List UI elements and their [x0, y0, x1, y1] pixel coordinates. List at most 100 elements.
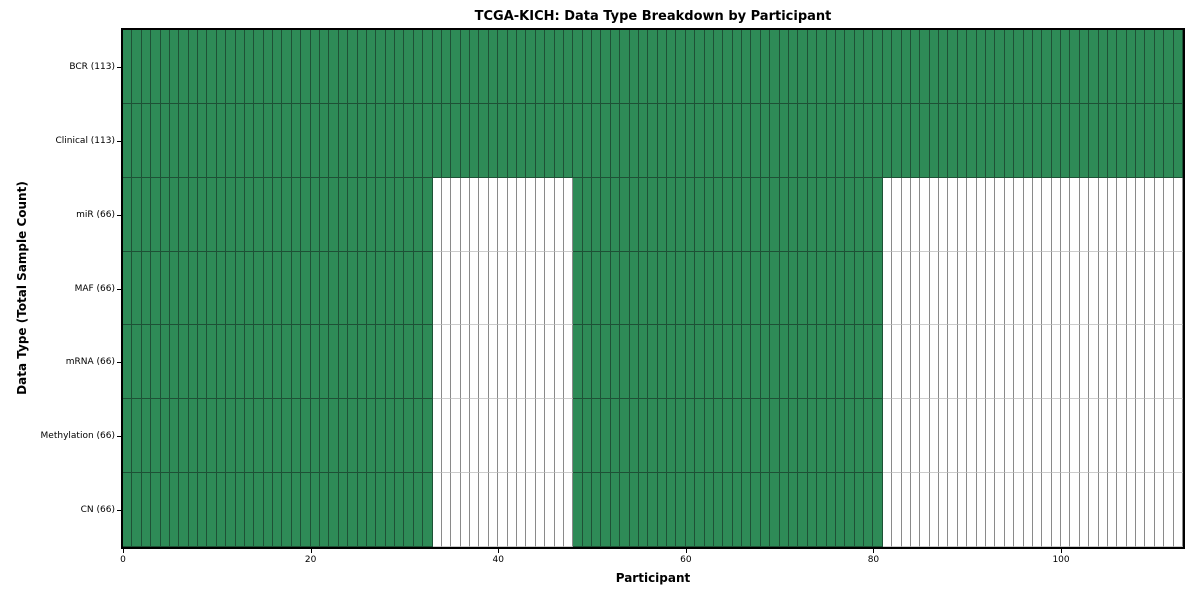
cell-present	[226, 30, 236, 104]
cell-present	[789, 30, 799, 104]
cell-present	[188, 177, 199, 252]
cell-present	[657, 325, 668, 400]
cell-present	[807, 30, 818, 104]
cell-absent	[432, 399, 442, 474]
cell-absent	[1107, 177, 1118, 252]
cell-present	[282, 103, 292, 178]
heatmap-row	[123, 325, 1183, 400]
cell-present	[254, 103, 264, 178]
cell-present	[845, 177, 855, 252]
cell-absent	[939, 399, 949, 474]
cell-absent	[470, 399, 480, 474]
cell-present	[789, 325, 799, 400]
cell-present	[366, 325, 377, 400]
cell-present	[995, 103, 1005, 178]
cell-absent	[1004, 473, 1015, 547]
heatmap-row	[123, 399, 1183, 474]
cell-present	[864, 103, 874, 178]
cell-absent	[1079, 325, 1090, 400]
cell-present	[760, 473, 771, 547]
cell-present	[873, 251, 883, 326]
cell-absent	[1070, 399, 1080, 474]
cell-present	[826, 103, 836, 178]
cell-present	[507, 103, 517, 178]
cell-present	[413, 30, 424, 104]
cell-present	[685, 251, 696, 326]
cell-present	[1126, 103, 1137, 178]
cell-present	[779, 473, 790, 547]
cell-present	[563, 30, 574, 104]
cell-present	[366, 473, 377, 547]
cell-present	[357, 103, 367, 178]
cell-present	[160, 399, 170, 474]
x-tick-label: 20	[304, 555, 317, 565]
cell-present	[1117, 30, 1127, 104]
cell-absent	[901, 177, 911, 252]
cell-absent	[1042, 177, 1052, 252]
cell-present	[338, 103, 349, 178]
cell-present	[695, 399, 705, 474]
cell-present	[348, 473, 358, 547]
cell-absent	[929, 325, 940, 400]
cell-absent	[995, 325, 1005, 400]
cell-present	[329, 103, 339, 178]
cell-present	[179, 251, 189, 326]
cell-absent	[526, 251, 536, 326]
cell-absent	[1032, 399, 1043, 474]
cell-absent	[554, 177, 564, 252]
cell-present	[235, 30, 245, 104]
cell-present	[1117, 103, 1127, 178]
cell-present	[638, 399, 649, 474]
cell-present	[151, 30, 161, 104]
cell-present	[976, 30, 986, 104]
cell-present	[713, 103, 724, 178]
cell-absent	[535, 473, 546, 547]
y-tick-mark	[117, 66, 121, 68]
cell-present	[751, 103, 761, 178]
cell-present	[310, 399, 320, 474]
cell-present	[826, 30, 836, 104]
cell-present	[845, 473, 855, 547]
cell-absent	[451, 177, 461, 252]
cell-absent	[451, 325, 461, 400]
cell-absent	[1145, 177, 1155, 252]
cell-absent	[479, 177, 489, 252]
cell-absent	[939, 325, 949, 400]
cell-absent	[1079, 177, 1090, 252]
cell-present	[770, 103, 780, 178]
cell-present	[169, 473, 180, 547]
cell-present	[835, 251, 846, 326]
cell-absent	[1014, 325, 1024, 400]
cell-present	[413, 399, 424, 474]
cell-present	[779, 177, 790, 252]
cell-present	[779, 30, 790, 104]
cell-present	[798, 473, 808, 547]
cell-present	[638, 177, 649, 252]
cell-absent	[1042, 251, 1052, 326]
cell-absent	[488, 251, 499, 326]
cell-present	[713, 30, 724, 104]
cell-present	[123, 325, 133, 400]
cell-present	[366, 251, 377, 326]
cell-present	[582, 103, 593, 178]
cell-absent	[1014, 251, 1024, 326]
cell-present	[357, 473, 367, 547]
cell-absent	[948, 473, 958, 547]
cell-absent	[901, 251, 911, 326]
cell-present	[657, 473, 668, 547]
cell-present	[226, 103, 236, 178]
cell-absent	[1042, 473, 1052, 547]
cell-present	[629, 399, 639, 474]
cell-present	[404, 177, 414, 252]
cell-present	[648, 251, 658, 326]
cell-present	[207, 30, 217, 104]
cell-absent	[460, 177, 471, 252]
cell-present	[366, 399, 377, 474]
cell-present	[789, 177, 799, 252]
cell-present	[404, 473, 414, 547]
cell-present	[1089, 30, 1099, 104]
cell-present	[610, 251, 621, 326]
cell-present	[986, 103, 996, 178]
cell-absent	[479, 325, 489, 400]
cell-present	[676, 399, 686, 474]
